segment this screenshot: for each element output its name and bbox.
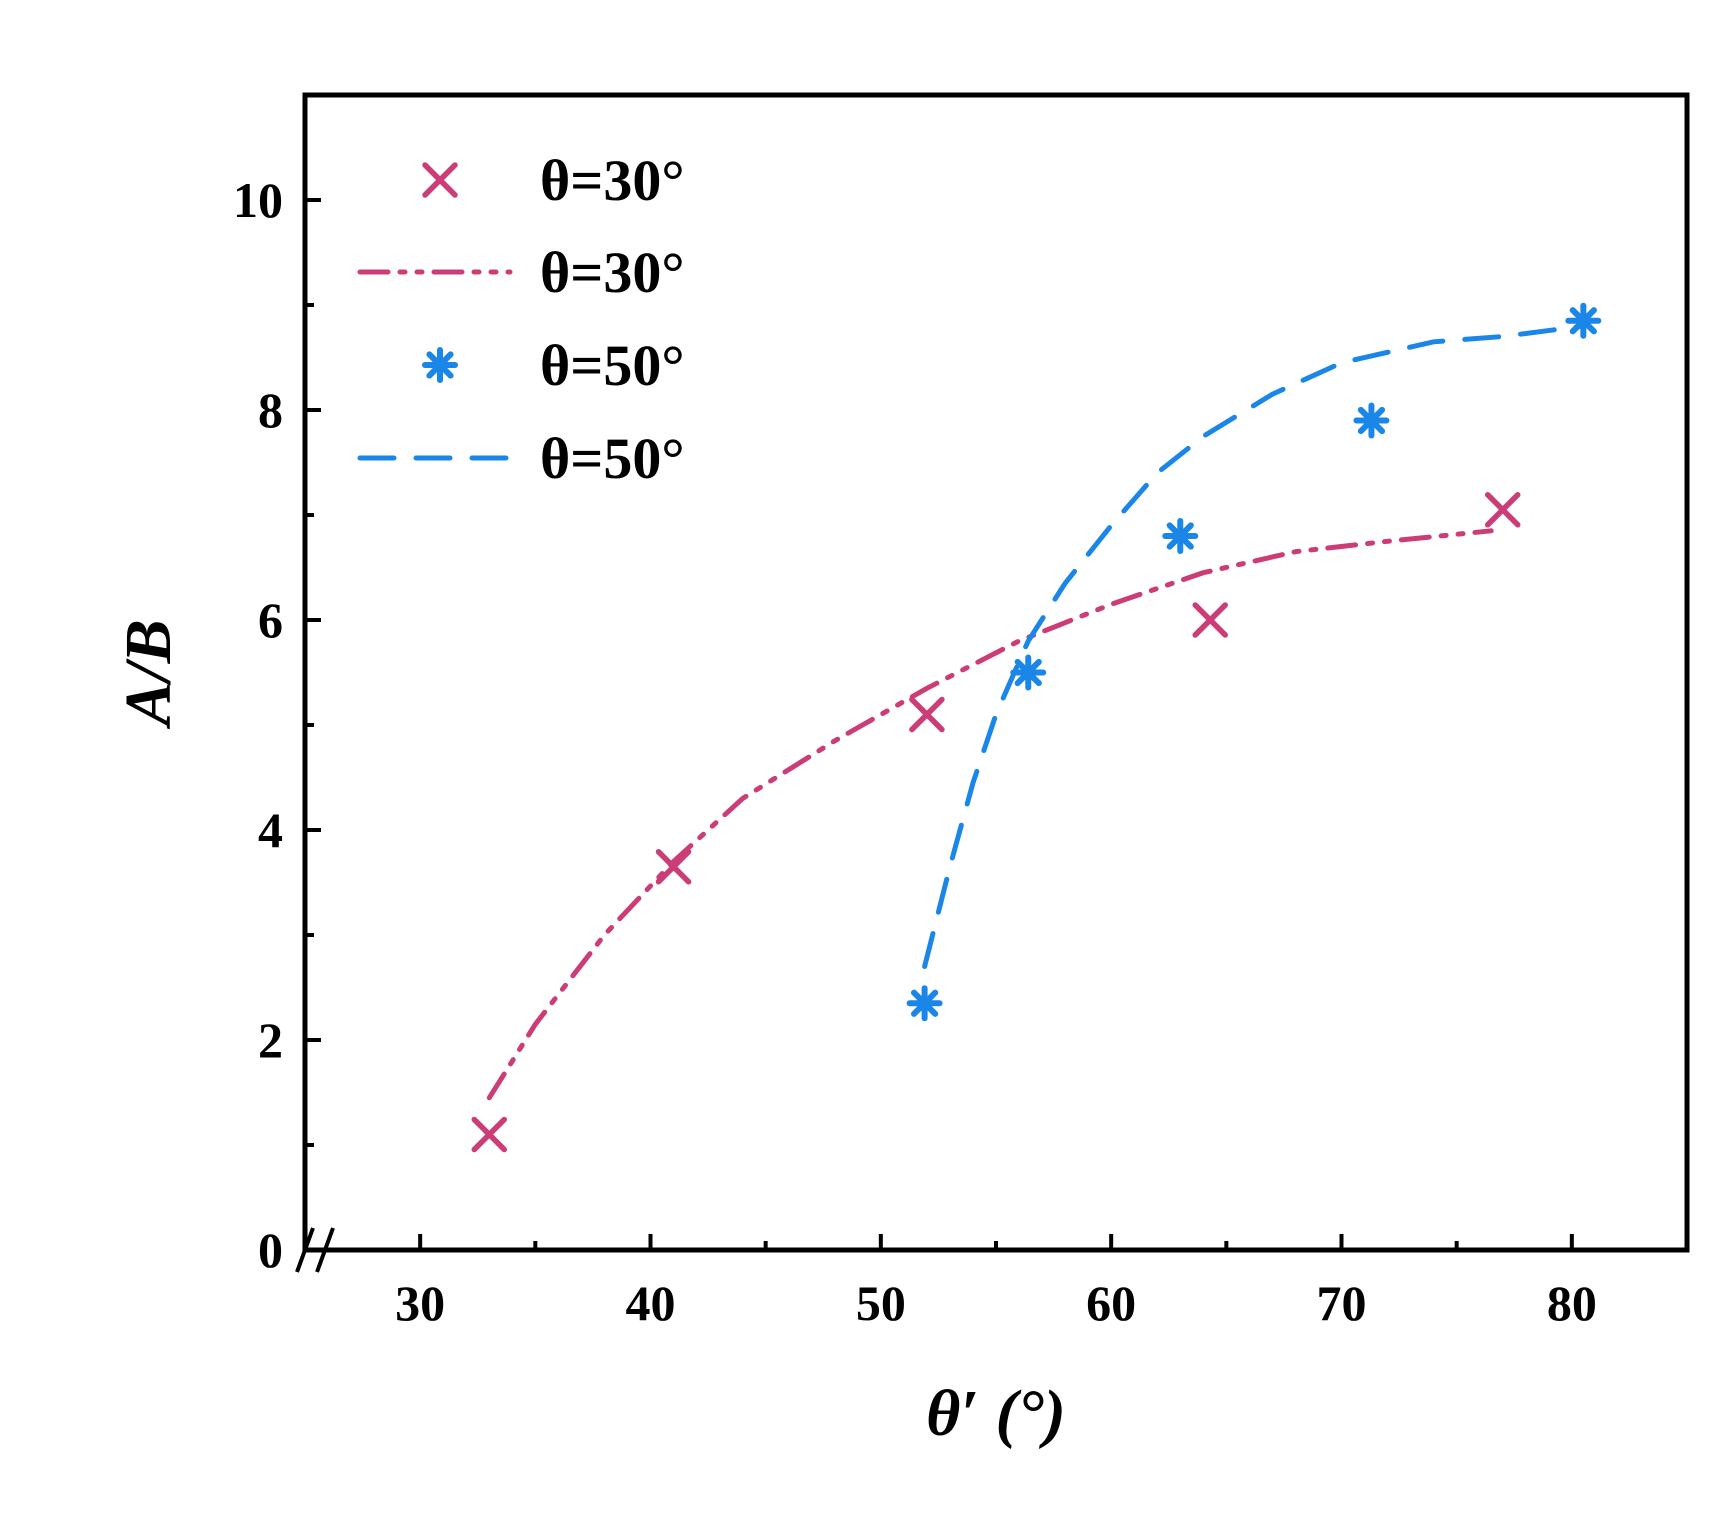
plot-series: [471, 302, 1602, 1153]
x-axis-ticks: 30 40 50 60 70 80: [395, 1234, 1597, 1331]
y-tick-label: 2: [258, 1012, 283, 1068]
marker-stroke: [1357, 406, 1386, 435]
series-line: [486, 528, 1494, 1101]
x-tick-label: 80: [1547, 1275, 1597, 1331]
legend-marker: [422, 347, 458, 383]
x-tick-label: 40: [626, 1275, 676, 1331]
y-axis-title: A/B: [112, 619, 185, 729]
y-axis-ticks: 0 2 4 6 8 10: [233, 172, 321, 1278]
x-tick-label: 30: [395, 1275, 445, 1331]
data-point: [1192, 602, 1228, 638]
x-tick-label: 70: [1317, 1275, 1367, 1331]
axis-break-mark: [315, 1227, 335, 1273]
legend-label: θ=30°: [540, 240, 685, 305]
series-1: [486, 528, 1494, 1101]
legend-marker: [422, 162, 458, 198]
series-3: [922, 323, 1586, 969]
legend-label: θ=50°: [540, 426, 685, 491]
legend-item: θ=30°: [422, 148, 685, 213]
marker-stroke: [1014, 658, 1042, 687]
legend-label: θ=30°: [540, 148, 685, 213]
series-0: [471, 492, 1521, 1153]
series-line: [922, 323, 1586, 969]
x-axis-title: θ′ (°): [926, 1377, 1066, 1450]
x-axis-break: [295, 1227, 335, 1273]
y-tick-label: 6: [258, 592, 283, 648]
data-point: [909, 696, 945, 733]
marker-stroke: [426, 351, 454, 379]
data-point: [1162, 518, 1199, 554]
legend-item: θ=50°: [422, 333, 685, 398]
y-tick-label: 10: [233, 172, 283, 228]
marker-stroke: [1166, 522, 1194, 550]
data-point: [1010, 654, 1047, 691]
data-point: [1353, 402, 1390, 439]
x-tick-label: 50: [856, 1275, 906, 1331]
legend-item: θ=50°: [357, 426, 685, 491]
marker-stroke: [910, 989, 939, 1017]
data-point: [1484, 492, 1521, 528]
y-tick-label: 0: [258, 1222, 283, 1278]
legend: θ=30° θ=30° θ=50° θ=50°: [357, 148, 685, 491]
legend-label: θ=50°: [540, 333, 685, 398]
x-tick-label: 60: [1086, 1275, 1136, 1331]
y-tick-label: 8: [258, 382, 283, 438]
marker-stroke: [909, 696, 945, 733]
axis-break-mark: [295, 1227, 315, 1273]
marker-stroke: [1192, 602, 1228, 638]
marker-stroke: [471, 1116, 508, 1153]
marker-stroke: [655, 849, 692, 885]
marker-stroke: [422, 162, 458, 198]
marker-stroke: [1484, 492, 1521, 528]
data-point: [906, 985, 943, 1022]
y-tick-label: 4: [258, 802, 283, 858]
data-point: [655, 849, 692, 885]
data-point: [1565, 302, 1602, 339]
legend-item: θ=30°: [357, 240, 685, 305]
data-point: [471, 1116, 508, 1153]
